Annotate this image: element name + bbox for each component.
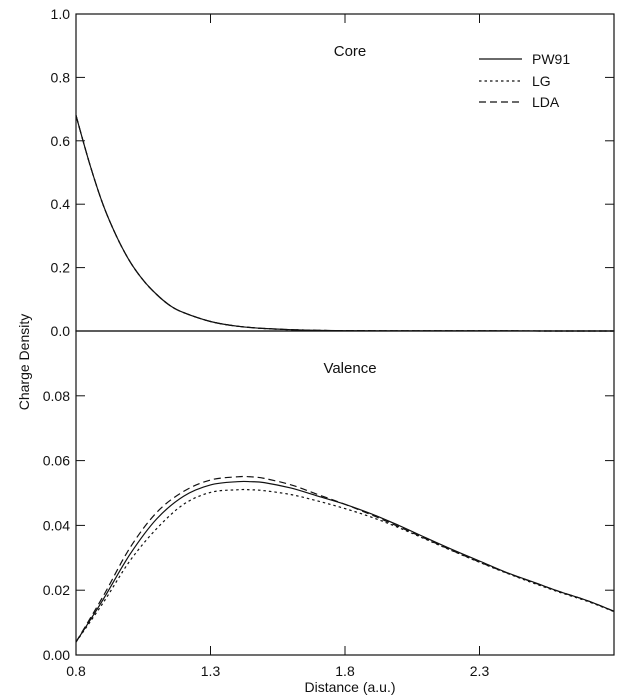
valence-y-tick-label: 0.00 [43,647,70,663]
core-series-lines [75,115,614,332]
valence-panel-title: Valence [323,360,376,377]
legend: PW91 LG LDA [479,51,570,110]
core-y-ticks: 0.0 0.2 0.4 0.6 0.8 1.0 [51,6,614,339]
core-line-lg [75,115,614,332]
valence-y-tick-label: 0.02 [43,582,70,598]
core-y-tick-label: 0.4 [51,196,71,212]
valence-y-tick-label: 0.06 [43,453,70,469]
core-y-tick-label: 1.0 [51,6,71,22]
valence-x-tick-label: 0.8 [66,663,86,679]
core-y-tick-label: 0.6 [51,133,71,149]
valence-series-lines [75,475,615,643]
x-axis-title: Distance (a.u.) [304,679,395,695]
valence-x-tick-label: 1.8 [335,663,355,679]
y-axis-title: Charge Density [16,314,32,411]
valence-y-tick-label: 0.04 [43,517,70,533]
valence-ticks: 0.00 0.02 0.04 0.06 0.08 0.8 1.3 1.8 2.3 [43,14,614,679]
valence-x-tick-label: 2.3 [470,663,490,679]
legend-label-lda: LDA [532,94,560,110]
core-y-tick-label: 0.2 [51,260,71,276]
core-line-lda [75,115,614,332]
core-line-pw91 [75,115,614,332]
legend-label-pw91: PW91 [532,51,570,67]
valence-line-lg [75,488,615,643]
legend-label-lg: LG [532,73,551,89]
valence-line-lda [75,475,615,643]
valence-line-pw91 [75,480,615,643]
valence-y-tick-label: 0.08 [43,388,70,404]
core-y-tick-label: 0.0 [51,323,71,339]
core-panel-title: Core [334,43,367,60]
valence-panel-frame [75,330,615,656]
core-y-tick-label: 0.8 [51,69,71,85]
valence-x-tick-label: 1.3 [201,663,221,679]
